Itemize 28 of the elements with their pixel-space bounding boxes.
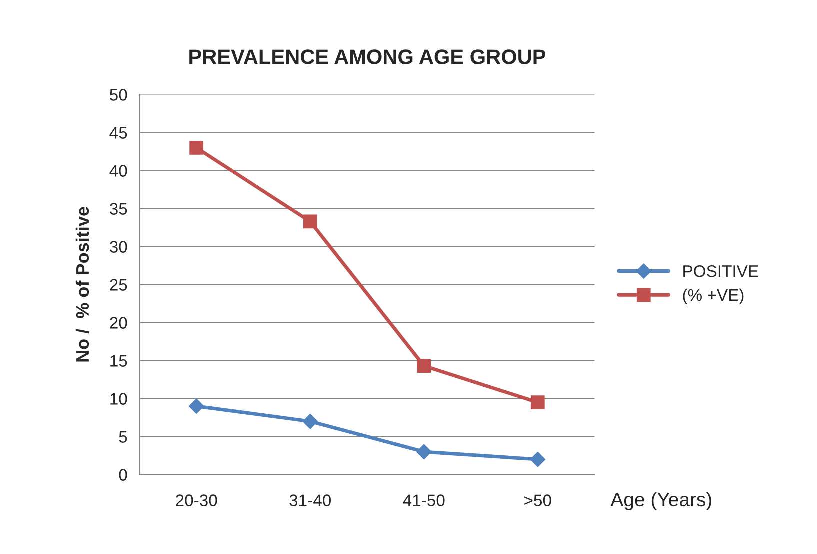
x-tick-label: 20-30 <box>176 494 218 506</box>
point <box>530 452 546 468</box>
legend-label: (% +VE) <box>683 288 744 304</box>
chart-title: PREVALENCE AMONG AGE GROUP <box>190 50 546 64</box>
y-tick-label: 30 <box>110 241 128 253</box>
y-tick-label: 0 <box>119 469 128 481</box>
point <box>530 396 545 410</box>
point <box>189 398 204 414</box>
y-tick-label: 20 <box>110 317 128 329</box>
legend-label: POSITIVE <box>684 265 758 278</box>
point <box>417 359 432 374</box>
y-tick-label: 25 <box>110 279 128 291</box>
y-axis-title: No / % of Positive <box>76 207 90 362</box>
x-tick-label: >50 <box>524 494 552 506</box>
point <box>303 214 318 229</box>
y-tick-label: 45 <box>110 127 128 139</box>
x-tick-label: 31-40 <box>290 494 332 506</box>
x-axis-title: Age (Years) <box>610 492 712 510</box>
y-tick-label: 50 <box>110 89 128 101</box>
y-tick-label: 40 <box>110 165 128 177</box>
y-tick-label: 15 <box>110 355 128 367</box>
point <box>416 444 432 460</box>
point <box>190 140 204 155</box>
y-tick-label: 10 <box>110 393 128 405</box>
y-tick-label: 5 <box>119 431 128 443</box>
point <box>302 414 318 430</box>
y-tick-label: 35 <box>110 203 128 215</box>
x-tick-label: 41-50 <box>403 494 445 506</box>
